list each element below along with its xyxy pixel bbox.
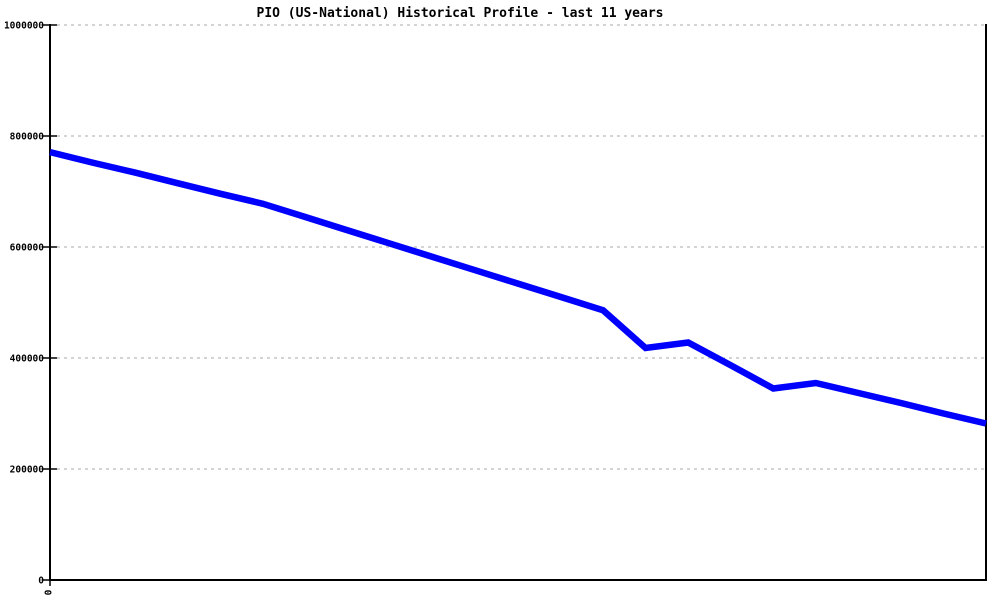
y-tick-label: 1000000	[4, 21, 44, 32]
y-tick-label: 800000	[10, 132, 45, 143]
x-tick-label: 0	[44, 589, 55, 595]
y-tick-label: 600000	[10, 243, 45, 254]
data-line	[49, 148, 987, 427]
y-tick-label: 400000	[10, 354, 45, 365]
chart-title: PIO (US-National) Historical Profile - l…	[256, 6, 664, 21]
y-tick-label: 200000	[10, 465, 45, 476]
y-tick-label: 0	[38, 576, 44, 587]
